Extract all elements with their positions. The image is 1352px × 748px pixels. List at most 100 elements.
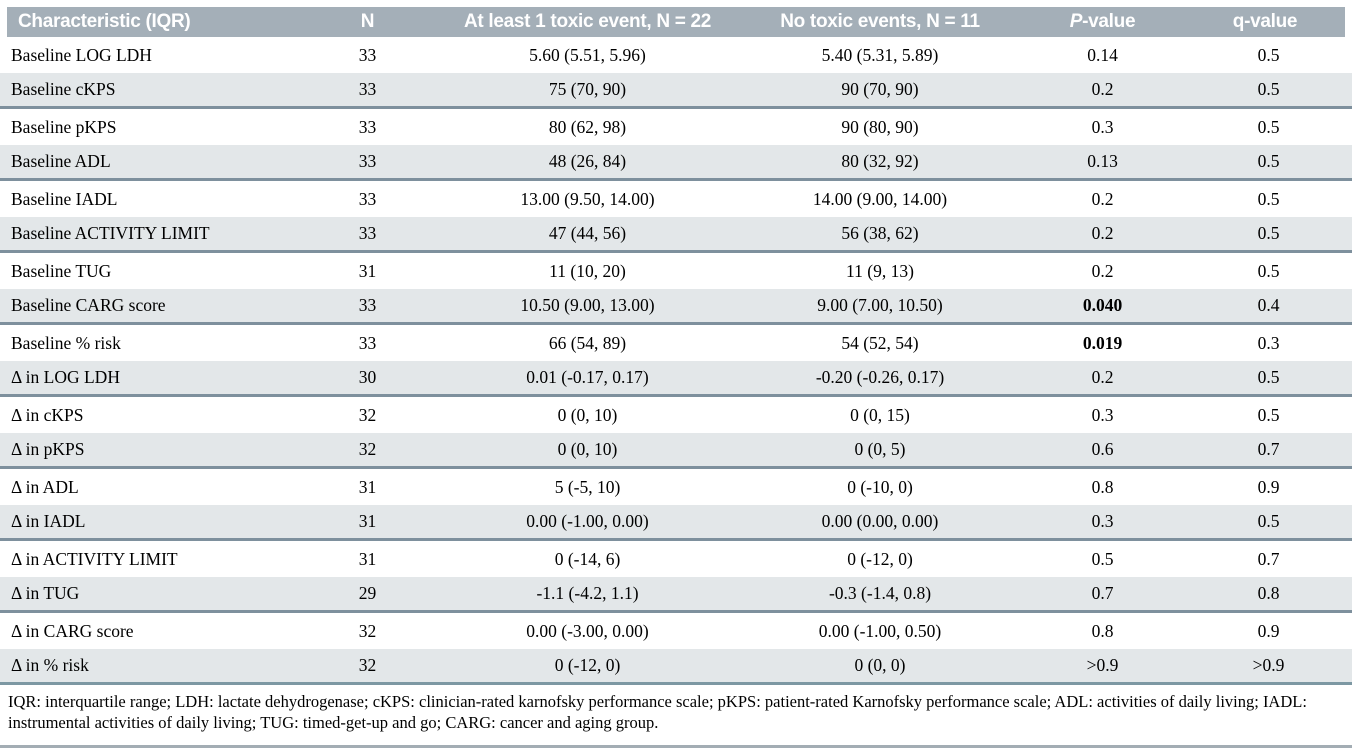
cell-no-toxic-events: 5.40 (5.31, 5.89) <box>821 44 939 65</box>
table-body: Baseline LOG LDH 33 5.60 (5.51, 5.96) 5.40 … <box>0 37 1352 685</box>
cell-toxic-event: 11 (10, 20) <box>549 260 626 281</box>
cell-p-value: 0.3 <box>1091 404 1114 425</box>
cell-q-value: 0.9 <box>1257 476 1280 497</box>
cell-q-value: 0.5 <box>1257 223 1280 243</box>
cell-no-toxic-events: -0.20 (-0.26, 0.17) <box>815 367 945 387</box>
cell-n: 31 <box>358 476 377 497</box>
table-row: Baseline ADL 33 48 (26, 84) 80 (32, 92) 0.13… <box>0 145 1352 181</box>
cell-q-value: >0.9 <box>1252 655 1285 675</box>
cell-q-value: 0.4 <box>1257 295 1280 315</box>
table-row: Δ in ACTIVITY LIMIT 31 0 (-14, 6) 0 (-12, 0… <box>0 541 1352 577</box>
cell-toxic-event: 0.00 (-3.00, 0.00) <box>526 620 649 641</box>
cell-n: 33 <box>358 188 377 209</box>
cell-n: 33 <box>358 79 377 99</box>
table-row: Δ in TUG 29 -1.1 (-4.2, 1.1) -0.3 (-1.4, 0.… <box>0 577 1352 613</box>
cell-characteristic: Baseline IADL <box>11 188 118 209</box>
cell-toxic-event: 13.00 (9.50, 14.00) <box>520 188 655 209</box>
cell-no-toxic-events: 90 (70, 90) <box>841 79 919 99</box>
cell-toxic-event: 48 (26, 84) <box>548 151 627 171</box>
cell-no-toxic-events: 0.00 (0.00, 0.00) <box>821 511 939 531</box>
cell-toxic-event: 0.01 (-0.17, 0.17) <box>526 367 649 387</box>
col-header-n: N <box>360 11 375 32</box>
cell-p-value: 0.019 <box>1082 332 1123 353</box>
cell-n: 33 <box>358 44 377 65</box>
cell-n: 33 <box>358 116 377 137</box>
cell-no-toxic-events: 0 (0, 0) <box>854 655 906 675</box>
cell-p-value: >0.9 <box>1086 655 1119 675</box>
cell-p-value: 0.040 <box>1082 295 1123 315</box>
cell-p-value: 0.13 <box>1087 151 1118 171</box>
cell-q-value: 0.3 <box>1257 332 1280 353</box>
cell-no-toxic-events: 11 (9, 13) <box>846 260 914 281</box>
cell-q-value: 0.7 <box>1257 439 1280 459</box>
cell-toxic-event: 5 (-5, 10) <box>554 476 621 497</box>
cell-p-value: 0.2 <box>1091 223 1114 243</box>
table-row: Baseline TUG 31 11 (10, 20) 11 (9, 13) 0.2 0.… <box>0 253 1352 289</box>
cell-p-value: 0.3 <box>1091 511 1114 531</box>
cell-toxic-event: -1.1 (-4.2, 1.1) <box>536 583 639 603</box>
cell-q-value: 0.5 <box>1257 116 1280 137</box>
cell-no-toxic-events: 0 (0, 15) <box>850 404 910 425</box>
cell-p-value: 0.14 <box>1087 44 1118 65</box>
table-row: Baseline pKPS 33 80 (62, 98) 90 (80, 90) 0.3… <box>0 109 1352 145</box>
cell-characteristic: Baseline LOG LDH <box>11 44 152 65</box>
cell-q-value: 0.5 <box>1257 188 1280 209</box>
col-header-q-value: q-value <box>1232 11 1298 32</box>
abbreviations-footnote: IQR: interquartile range; LDH: lactate d… <box>8 692 1307 732</box>
cell-n: 31 <box>358 511 377 531</box>
cell-p-value: 0.2 <box>1091 367 1114 387</box>
col-header-characteristic: Characteristic (IQR) <box>18 11 191 32</box>
cell-characteristic: Baseline % risk <box>11 332 121 353</box>
table-row: Baseline LOG LDH 33 5.60 (5.51, 5.96) 5.40 … <box>0 37 1352 73</box>
cell-no-toxic-events: 0 (0, 5) <box>854 439 906 459</box>
cell-q-value: 0.5 <box>1257 260 1280 281</box>
cell-no-toxic-events: 0 (-10, 0) <box>847 476 913 497</box>
cell-toxic-event: 0 (0, 10) <box>557 404 618 425</box>
table-header-row: Characteristic (IQR) N At least 1 toxic … <box>7 7 1345 37</box>
cell-toxic-event: 5.60 (5.51, 5.96) <box>529 44 646 65</box>
p-value-italic-p: P <box>1069 11 1083 32</box>
cell-characteristic: Baseline pKPS <box>11 116 117 137</box>
cell-p-value: 0.7 <box>1091 583 1114 603</box>
cell-no-toxic-events: 9.00 (7.00, 10.50) <box>817 295 943 315</box>
col-header-toxic-event: At least 1 toxic event, N = 22 <box>463 11 712 32</box>
cell-q-value: 0.8 <box>1257 583 1280 603</box>
cell-n: 32 <box>358 439 377 459</box>
cell-characteristic: Baseline ADL <box>11 151 111 171</box>
cell-p-value: 0.2 <box>1091 188 1114 209</box>
cell-toxic-event: 0.00 (-1.00, 0.00) <box>526 511 649 531</box>
cell-characteristic: Δ in CARG score <box>11 620 134 641</box>
table-row: Baseline ACTIVITY LIMIT 33 47 (44, 56) 56 (… <box>0 217 1352 253</box>
cell-no-toxic-events: 80 (32, 92) <box>841 151 919 171</box>
cell-n: 33 <box>358 223 377 243</box>
cell-n: 32 <box>358 404 377 425</box>
cell-n: 31 <box>358 260 377 281</box>
p-value-rest: -value <box>1082 11 1136 32</box>
cell-toxic-event: 75 (70, 90) <box>548 79 627 99</box>
cell-q-value: 0.5 <box>1257 511 1280 531</box>
table-row: Δ in cKPS 32 0 (0, 10) 0 (0, 15) 0.3 0.5 <box>0 397 1352 433</box>
cell-characteristic: Δ in TUG <box>11 583 80 603</box>
cell-p-value: 0.8 <box>1091 620 1114 641</box>
cell-p-value: 0.6 <box>1091 439 1114 459</box>
cell-no-toxic-events: 56 (38, 62) <box>841 223 919 243</box>
table-row: Δ in pKPS 32 0 (0, 10) 0 (0, 5) 0.6 0.7 <box>0 433 1352 469</box>
table-row: Baseline CARG score 33 10.50 (9.00, 13.00)… <box>0 289 1352 325</box>
cell-no-toxic-events: 54 (52, 54) <box>841 332 919 353</box>
col-header-p-value: P-value <box>1020 11 1185 33</box>
table-row: Baseline IADL 33 13.00 (9.50, 14.00) 14.00 … <box>0 181 1352 217</box>
table-row: Δ in LOG LDH 30 0.01 (-0.17, 0.17) -0.20 (-… <box>0 361 1352 397</box>
cell-n: 33 <box>358 332 377 353</box>
cell-characteristic: Δ in IADL <box>11 511 86 531</box>
cell-characteristic: Baseline ACTIVITY LIMIT <box>11 223 210 243</box>
table-row: Δ in % risk 32 0 (-12, 0) 0 (0, 0) >0.9 >0.9 <box>0 649 1352 685</box>
cell-characteristic: Δ in % risk <box>11 655 89 675</box>
cell-characteristic: Δ in ACTIVITY LIMIT <box>11 548 178 569</box>
table-row: Δ in ADL 31 5 (-5, 10) 0 (-10, 0) 0.8 0.9 <box>0 469 1352 505</box>
cell-q-value: 0.5 <box>1257 151 1280 171</box>
cell-characteristic: Δ in cKPS <box>11 404 84 425</box>
cell-characteristic: Δ in LOG LDH <box>11 367 120 387</box>
cell-n: 29 <box>358 583 377 603</box>
cell-no-toxic-events: 0 (-12, 0) <box>847 548 913 569</box>
